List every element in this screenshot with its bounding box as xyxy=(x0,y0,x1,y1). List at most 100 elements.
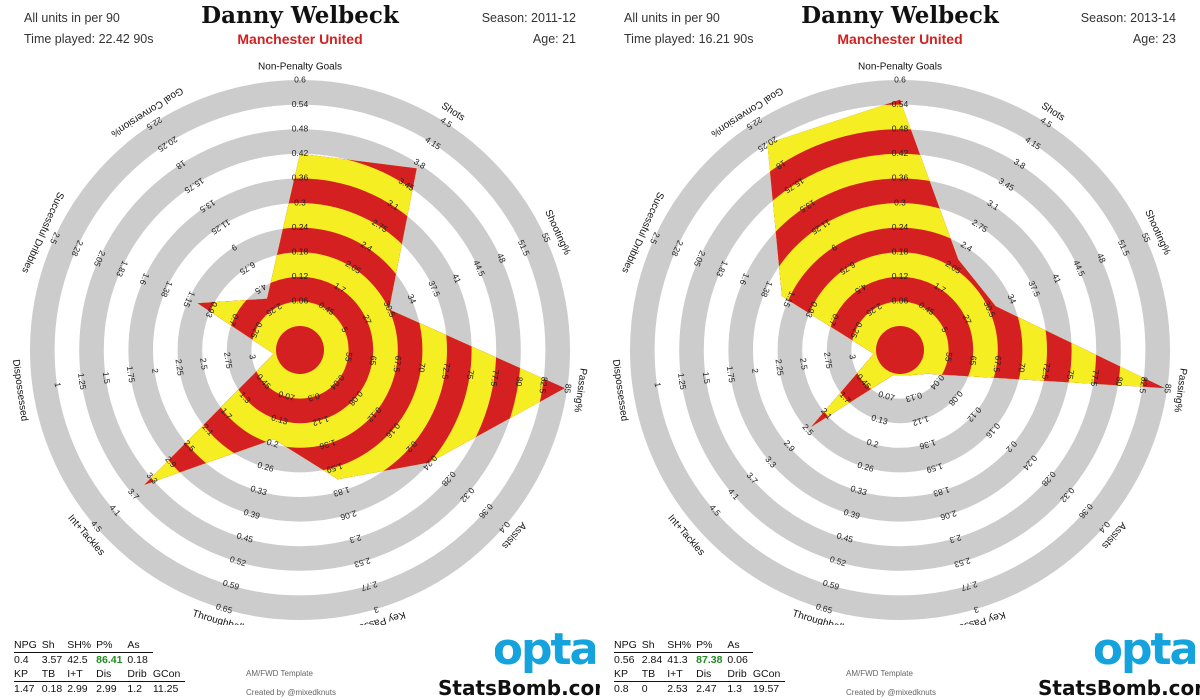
tick-label: 0.6 xyxy=(894,74,906,84)
tick-label: 2.06 xyxy=(939,508,958,522)
stats-cell: NPG xyxy=(614,638,642,653)
stats-cell: 11.25 xyxy=(152,683,179,695)
background-ring xyxy=(79,129,521,571)
stats-table: NPG Sh SH% P% As 0.56 2.84 41.3 87.38 0.06 KP TB I+T… xyxy=(614,638,786,696)
tick-label: 0.52 xyxy=(229,554,248,568)
stats-cell: 0.56 xyxy=(614,654,635,666)
tick-label: 27 xyxy=(961,313,974,326)
stats-cell: 42.5 xyxy=(67,654,88,666)
tick-label: 0.36 xyxy=(292,173,309,183)
stats-cell: 2.47 xyxy=(696,683,717,695)
stats-cell: I+T xyxy=(67,667,97,682)
season: Season: 2011-12 xyxy=(481,11,576,25)
stats-cell: P% xyxy=(696,638,728,653)
tick-label: 0.07 xyxy=(877,389,896,403)
stats-cell: 2.99 xyxy=(96,683,117,695)
tick-label: 48 xyxy=(1095,252,1108,265)
tick-label: 9 xyxy=(229,242,239,253)
stats-cell: 2.53 xyxy=(667,683,688,695)
stats-cell: I+T xyxy=(667,667,697,682)
tick-label: 0.12 xyxy=(292,271,309,281)
tick-label: 1.83 xyxy=(932,485,951,499)
tick-label: 1.25 xyxy=(676,372,688,390)
radar-chart: 0.06 0.12 0.18 0.24 0.3 0.36 0.42 0.48 0.54 0.6 0.… xyxy=(610,62,1189,625)
opta-logo-text: opta xyxy=(495,624,595,674)
statsbomb-brand: StatsBomb.com xyxy=(1038,676,1200,700)
template-label: AM/FWD Template xyxy=(846,669,913,678)
tick-label: 0.48 xyxy=(292,123,309,133)
stats-table: NPG Sh SH% P% As 0.4 3.57 42.5 86.41 0.18 KP TB I+T D… xyxy=(14,638,186,696)
opta-logo: opta xyxy=(495,624,595,674)
tick-label: 3 xyxy=(847,354,858,360)
radar-center xyxy=(876,326,924,374)
stats-cell: 3.57 xyxy=(41,654,63,666)
tick-label: 48 xyxy=(495,252,508,265)
tick-label: 0.54 xyxy=(892,99,909,109)
tick-label: 1 xyxy=(653,382,664,388)
tick-label: 2.06 xyxy=(339,508,358,522)
tick-label: 0.33 xyxy=(249,483,268,497)
tick-label: 1.59 xyxy=(325,461,344,475)
stats-cell: 0.4 xyxy=(14,654,29,666)
tick-label: 77.5 xyxy=(1089,369,1101,387)
tick-label: 65 xyxy=(968,355,979,366)
tick-label: 70 xyxy=(1016,362,1027,373)
tick-label: 1.75 xyxy=(125,365,137,383)
axis-label: Dispossessed xyxy=(610,359,630,422)
tick-label: 0.6 xyxy=(294,74,306,84)
template-label: AM/FWD Template xyxy=(246,669,313,678)
tick-label: 0.06 xyxy=(892,296,909,306)
tick-label: 0.7 xyxy=(827,312,841,327)
tick-label: 0.18 xyxy=(292,246,309,256)
stats-cell: 0.18 xyxy=(41,683,63,695)
stats-cell: SH% xyxy=(667,638,697,653)
tick-label: 0.59 xyxy=(222,578,241,592)
tick-label: 9 xyxy=(829,242,839,253)
tick-label: 1.36 xyxy=(318,437,337,451)
tick-label: 1.12 xyxy=(911,414,930,428)
tick-label: 3 xyxy=(372,604,380,615)
tick-label: 70 xyxy=(416,362,427,373)
tick-label: 0.36 xyxy=(892,173,909,183)
stats-cell: 0.18 xyxy=(127,654,148,666)
player-name: Danny Welbeck xyxy=(801,2,999,29)
tick-label: 55 xyxy=(1140,231,1153,244)
radar-center xyxy=(276,326,324,374)
tick-label: 67.5 xyxy=(991,355,1003,373)
stats-cell: TB xyxy=(41,667,68,682)
stats-cell: 87.38 xyxy=(696,654,723,666)
tick-label: 0.7 xyxy=(227,312,241,327)
stats-cell: TB xyxy=(641,667,668,682)
tick-label: 1 xyxy=(53,382,64,388)
stats-cell: KP xyxy=(14,667,42,682)
tick-label: 85 xyxy=(562,383,573,394)
tick-label: 0.3 xyxy=(894,197,906,207)
tick-label: 0.42 xyxy=(292,148,309,158)
tick-label: 1.6 xyxy=(137,272,151,287)
stats-cell: 86.41 xyxy=(96,654,123,666)
tick-label: 2.77 xyxy=(960,579,979,593)
axis-label: Non-Penalty Goals xyxy=(258,62,342,73)
tick-label: 2.5 xyxy=(198,357,210,370)
tick-label: 0.13 xyxy=(270,412,289,426)
tick-label: 0.24 xyxy=(892,222,909,232)
tick-label: 1.25 xyxy=(76,372,88,390)
stats-cell: As xyxy=(127,638,153,653)
stats-cell: 2.99 xyxy=(67,683,88,695)
stats-cell: 2.84 xyxy=(641,654,663,666)
tick-label: 0.24 xyxy=(292,222,309,232)
tick-label: 1.6 xyxy=(737,272,751,287)
radar-panel-left: All units in per 90 Time played: 22.42 9… xyxy=(10,2,600,700)
stats-cell: Sh xyxy=(641,638,668,653)
tick-label: 55 xyxy=(343,352,354,363)
tick-label: 0.3 xyxy=(294,197,306,207)
tick-label: 77.5 xyxy=(489,369,501,387)
tick-label: 0.42 xyxy=(892,148,909,158)
tick-label: 0.39 xyxy=(843,507,862,521)
opta-logo: opta xyxy=(1095,624,1195,674)
credit-label: Created by @mixedknuts xyxy=(246,688,336,697)
tick-label: 2.75 xyxy=(222,351,234,369)
tick-label: 0.12 xyxy=(892,271,909,281)
tick-label: 0.52 xyxy=(829,554,848,568)
background-ring xyxy=(29,79,571,621)
